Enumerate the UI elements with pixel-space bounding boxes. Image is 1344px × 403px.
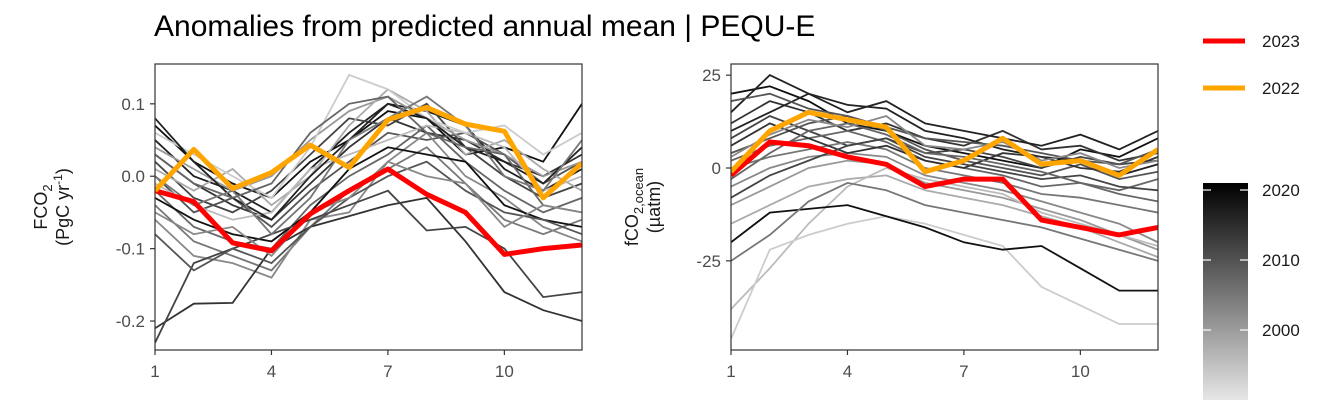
fco2-ocean-year-line	[731, 85, 1158, 169]
fco2-ocean-year-line	[731, 115, 1158, 169]
fco2-panel-border	[154, 63, 583, 351]
fco2-ocean-highlight-lines	[731, 109, 1158, 238]
fco2-ocean-year-line	[731, 215, 1158, 340]
fco2-year-line	[155, 102, 582, 214]
fco2-ocean-year-line	[731, 115, 1158, 169]
fco2-ocean-line-2023	[731, 139, 1158, 238]
fco2-ocean-x-tick-label: 4	[843, 362, 852, 381]
fco2-highlight-lines	[155, 104, 582, 257]
fco2-line-2023	[155, 166, 582, 257]
fco2-y-tick-label: -0.2	[116, 312, 145, 331]
fco2-ocean-y-axis-title: fCO2,ocean	[622, 168, 646, 246]
fco2-year-line	[155, 95, 582, 236]
colorbar-tick-label: 2020	[1262, 181, 1300, 200]
fco2-ocean-year-line	[731, 159, 1158, 251]
fco2-year-line	[155, 95, 582, 214]
fco2-ocean-y-tick-label: 0	[712, 159, 721, 178]
fco2-year-line	[155, 189, 582, 344]
fco2-ocean-x-tick-label: 10	[1071, 362, 1090, 381]
fco2-year-line	[155, 95, 582, 192]
legend: 2023 2022 2020 2010 2000	[1203, 32, 1300, 400]
fco2-panel: 0.1 0.0 -0.1 -0.2 1 4 7 10 FCO2(PgC yr-1)	[31, 63, 583, 381]
fco2-ocean-line-2022	[731, 109, 1158, 178]
fco2-x-tick-label: 10	[495, 362, 514, 381]
fco2-ocean-year-line	[731, 204, 1158, 292]
legend-label-2023: 2023	[1262, 32, 1300, 51]
fco2-ocean-panel: 25 0 -25 1 4 7 10 fCO2,ocean(µatm)	[622, 63, 1159, 381]
fco2-ocean-y-tick-label: -25	[696, 252, 721, 271]
fco2-ocean-panel-border	[730, 63, 1159, 351]
fco2-ocean-year-line	[731, 137, 1158, 199]
fco2-y-tick-label: -0.1	[116, 240, 145, 259]
fco2-y-tick-label: 0.0	[121, 167, 145, 186]
fco2-year-line	[155, 160, 582, 272]
colorbar-tick-label: 2000	[1262, 321, 1300, 340]
fco2-x-tick-label: 7	[383, 362, 392, 381]
fco2-x-tick-label: 1	[150, 362, 159, 381]
fco2-year-line	[155, 146, 582, 243]
fco2-ocean-year-line	[731, 152, 1158, 244]
fco2-ocean-y-axis-unit: (µatm)	[644, 181, 664, 233]
fco2-ocean-background-lines	[731, 74, 1158, 340]
legend-label-2022: 2022	[1262, 79, 1300, 98]
fco2-ocean-x-tick-label: 7	[959, 362, 968, 381]
fco2-ocean-year-line	[731, 141, 1158, 214]
colorbar	[1203, 183, 1248, 400]
fco2-ocean-year-line	[731, 122, 1158, 203]
fco2-ocean-x-tick-label: 1	[726, 362, 735, 381]
fco2-x-tick-label: 4	[267, 362, 276, 381]
fco2-ocean-year-line	[731, 92, 1158, 151]
fco2-year-line	[155, 196, 582, 330]
fco2-year-line	[155, 102, 582, 221]
fco2-y-axis-title: FCO2	[31, 184, 55, 229]
fco2-y-axis-unit: (PgC yr-1)	[51, 168, 73, 246]
fco2-line-2022	[155, 104, 582, 201]
fco2-year-line	[155, 73, 582, 200]
fco2-ocean-year-line	[731, 167, 1158, 310]
fco2-ocean-year-line	[731, 100, 1158, 162]
fco2-ocean-year-line	[731, 181, 1158, 262]
fco2-ocean-y-tick-label: 25	[702, 66, 721, 85]
chart-title: Anomalies from predicted annual mean | P…	[154, 10, 816, 43]
colorbar-tick-label: 2010	[1262, 251, 1300, 270]
fco2-y-tick-label: 0.1	[121, 95, 145, 114]
fco2-background-lines	[155, 73, 582, 344]
